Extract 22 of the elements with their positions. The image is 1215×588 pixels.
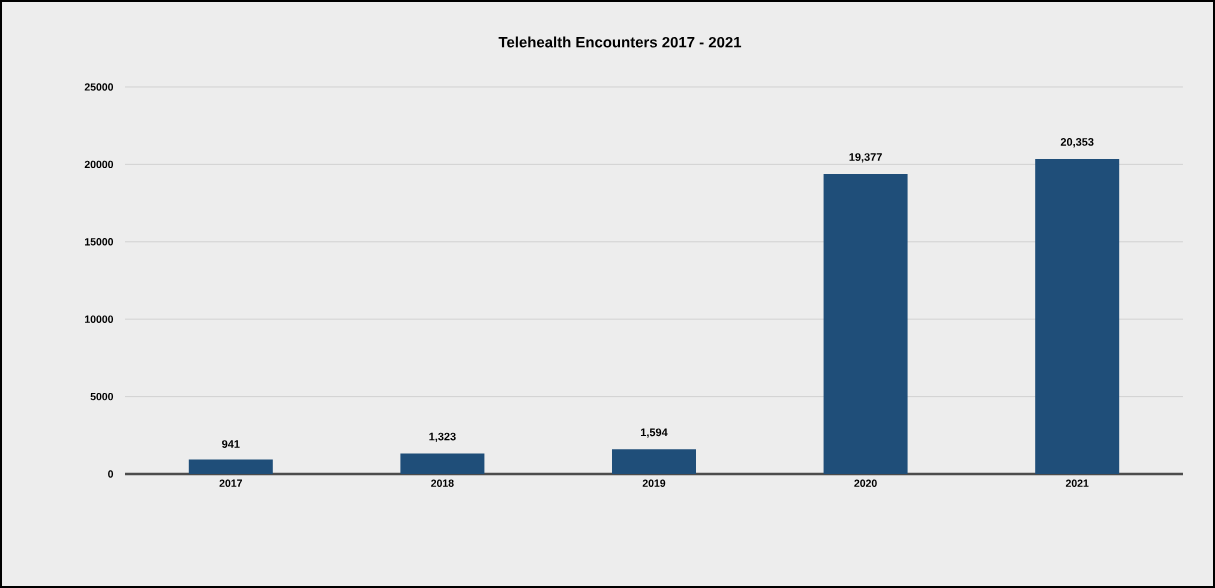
bar	[612, 449, 696, 474]
bar	[400, 453, 485, 474]
data-label: 1,594	[640, 428, 668, 438]
bar	[188, 459, 273, 474]
data-label: 19,377	[849, 153, 882, 163]
x-tick-label: 2020	[854, 479, 877, 487]
y-tick-label: 10000	[85, 315, 114, 323]
y-tick-label: 20000	[84, 160, 114, 169]
y-tick-label: 5000	[90, 392, 114, 401]
data-label: 20,353	[1060, 138, 1094, 148]
bar	[1035, 158, 1120, 474]
chart-title: Telehealth Encounters 2017 - 2021	[498, 36, 742, 48]
x-tick-label: 2018	[431, 479, 454, 487]
bar	[823, 174, 908, 474]
y-tick-label: 0	[108, 470, 114, 478]
y-tick-label: 25000	[84, 83, 114, 91]
y-tick-label: 15000	[85, 238, 114, 246]
data-label: 1,323	[429, 432, 456, 442]
x-tick-label: 2017	[219, 479, 242, 487]
data-label: 941	[222, 440, 240, 448]
x-tick-label: 2021	[1065, 479, 1089, 487]
x-tick-label: 2019	[642, 479, 666, 487]
